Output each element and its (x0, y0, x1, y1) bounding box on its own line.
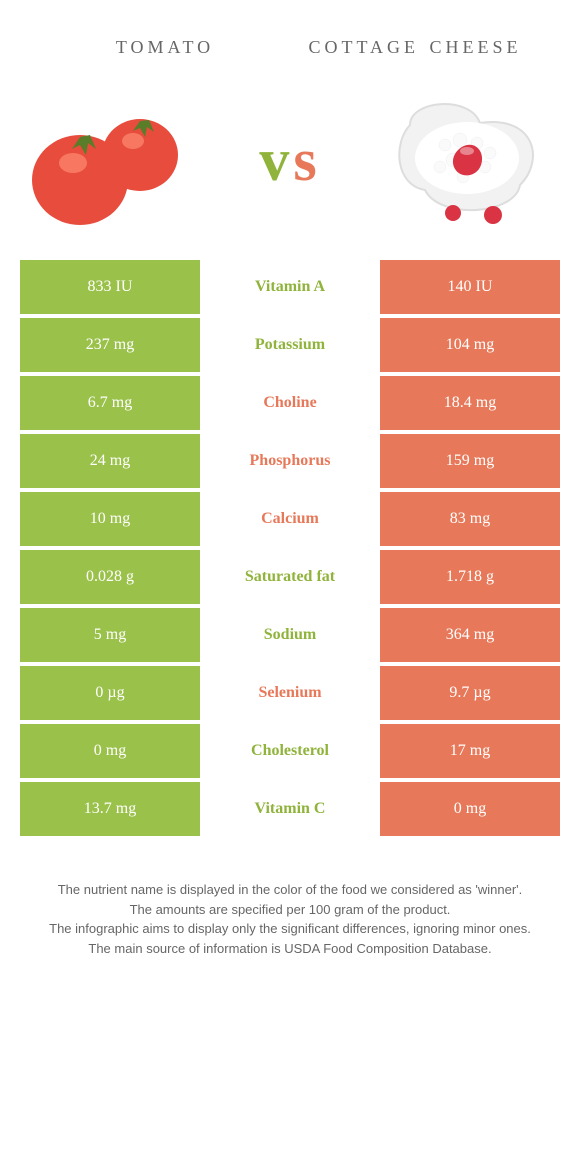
left-value: 0.028 g (20, 550, 200, 604)
nutrient-label: Sodium (200, 608, 380, 662)
header: tomato cottage cheese (0, 0, 580, 70)
footer-line-4: The main source of information is USDA F… (40, 939, 540, 959)
right-value: 104 mg (380, 318, 560, 372)
table-row: 0 µgSelenium9.7 µg (20, 666, 560, 720)
vs-label: vs (259, 126, 320, 195)
left-value: 13.7 mg (20, 782, 200, 836)
left-value: 6.7 mg (20, 376, 200, 430)
left-value: 0 mg (20, 724, 200, 778)
nutrient-label: Potassium (200, 318, 380, 372)
right-value: 0 mg (380, 782, 560, 836)
left-value: 833 IU (20, 260, 200, 314)
right-value: 9.7 µg (380, 666, 560, 720)
left-value: 10 mg (20, 492, 200, 546)
table-row: 24 mgPhosphorus159 mg (20, 434, 560, 488)
table-row: 6.7 mgCholine18.4 mg (20, 376, 560, 430)
right-food-title: cottage cheese (290, 30, 540, 60)
left-value: 24 mg (20, 434, 200, 488)
table-row: 833 IUVitamin A140 IU (20, 260, 560, 314)
nutrient-label: Phosphorus (200, 434, 380, 488)
table-row: 13.7 mgVitamin C0 mg (20, 782, 560, 836)
footer-line-3: The infographic aims to display only the… (40, 919, 540, 939)
footer-line-1: The nutrient name is displayed in the co… (40, 880, 540, 900)
table-row: 0.028 gSaturated fat1.718 g (20, 550, 560, 604)
nutrient-label: Vitamin C (200, 782, 380, 836)
nutrient-label: Selenium (200, 666, 380, 720)
right-value: 83 mg (380, 492, 560, 546)
right-value: 159 mg (380, 434, 560, 488)
nutrient-table: 833 IUVitamin A140 IU237 mgPotassium104 … (20, 260, 560, 836)
footer-notes: The nutrient name is displayed in the co… (0, 840, 580, 958)
left-value: 237 mg (20, 318, 200, 372)
footer-line-2: The amounts are specified per 100 gram o… (40, 900, 540, 920)
cottage-cheese-image (380, 80, 560, 240)
left-value: 5 mg (20, 608, 200, 662)
nutrient-label: Vitamin A (200, 260, 380, 314)
left-food-title: tomato (40, 30, 290, 60)
right-value: 17 mg (380, 724, 560, 778)
nutrient-label: Choline (200, 376, 380, 430)
right-value: 1.718 g (380, 550, 560, 604)
table-row: 5 mgSodium364 mg (20, 608, 560, 662)
table-row: 0 mgCholesterol17 mg (20, 724, 560, 778)
table-row: 237 mgPotassium104 mg (20, 318, 560, 372)
right-value: 364 mg (380, 608, 560, 662)
vs-s: s (293, 127, 320, 193)
nutrient-label: Saturated fat (200, 550, 380, 604)
right-value: 140 IU (380, 260, 560, 314)
left-value: 0 µg (20, 666, 200, 720)
nutrient-label: Cholesterol (200, 724, 380, 778)
right-value: 18.4 mg (380, 376, 560, 430)
table-row: 10 mgCalcium83 mg (20, 492, 560, 546)
tomato-image (20, 80, 200, 240)
nutrient-label: Calcium (200, 492, 380, 546)
images-row: vs (0, 70, 580, 260)
vs-v: v (259, 127, 293, 193)
